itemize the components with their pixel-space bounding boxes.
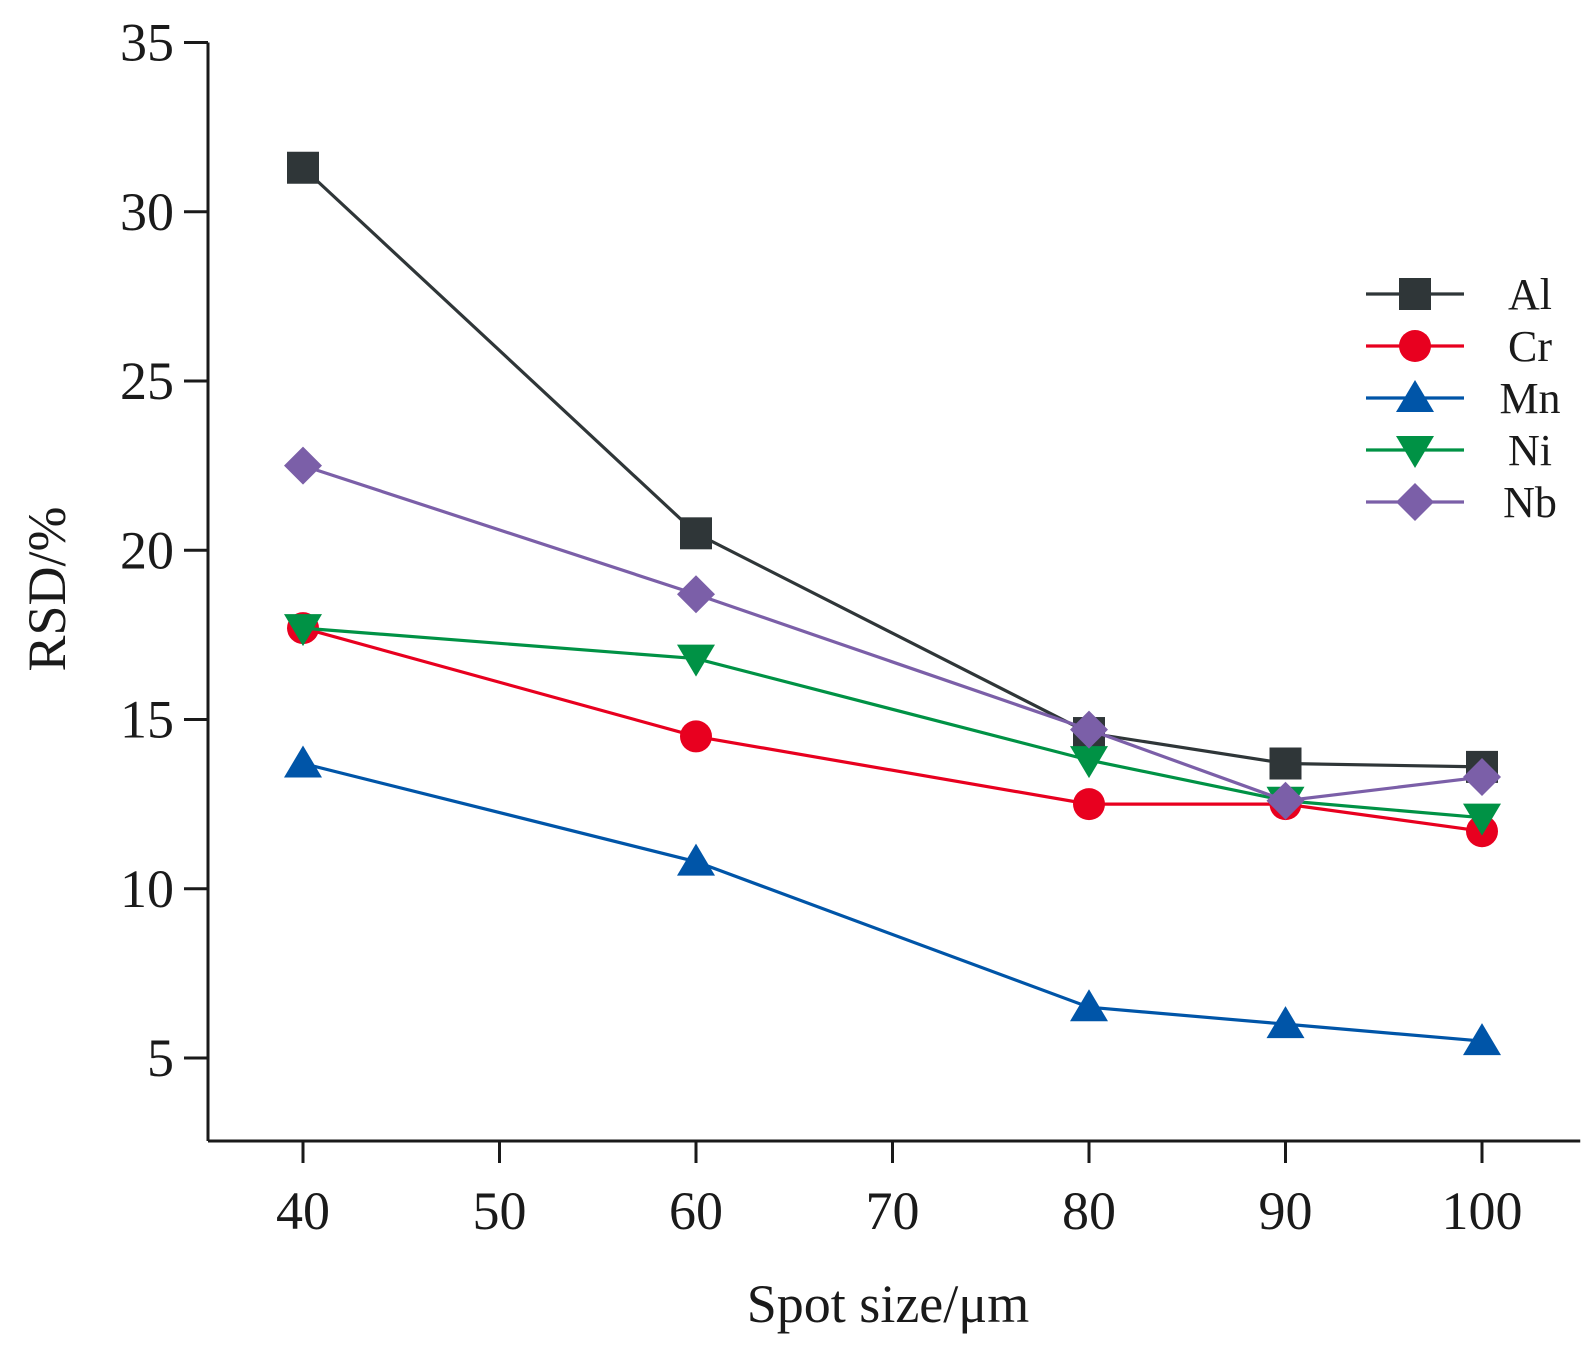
y-tick-label: 10	[120, 859, 174, 919]
legend-marker-nb	[1396, 483, 1434, 521]
y-tick-label: 5	[147, 1028, 174, 1088]
y-tick-label: 25	[120, 351, 174, 411]
series-line-mn	[302, 761, 1483, 1043]
x-axis-title: Spot size/μm	[747, 1274, 1029, 1334]
series-line-ni	[302, 626, 1483, 820]
series-layer	[284, 151, 1501, 1056]
x-tick-label: 60	[669, 1181, 723, 1241]
data-point-cr	[1073, 788, 1105, 821]
data-point-al	[287, 151, 319, 184]
data-point-mn	[677, 843, 715, 876]
data-point-mn	[1070, 989, 1108, 1022]
legend-marker-ni	[1396, 436, 1434, 468]
data-point-mn	[1266, 1006, 1305, 1039]
series-nb	[284, 446, 1501, 820]
data-point-ni	[677, 644, 715, 677]
x-tick-label: 80	[1062, 1181, 1116, 1241]
y-tick-label: 35	[120, 13, 174, 73]
legend-label-mn: Mn	[1499, 374, 1560, 423]
x-tick-label: 50	[473, 1181, 527, 1241]
legend-marker-cr	[1399, 330, 1431, 362]
x-tick-label: 40	[276, 1181, 330, 1241]
data-point-ni	[1463, 803, 1501, 836]
axes: 5 10 15 20 25 30 35 40 50 60 70 80 90 100	[120, 13, 1581, 1241]
series-cr	[287, 612, 1498, 848]
data-point-nb	[1070, 710, 1108, 749]
data-point-ni	[1070, 746, 1108, 779]
data-point-ni	[284, 614, 322, 647]
legend-label-cr: Cr	[1508, 322, 1552, 371]
data-point-cr	[680, 720, 712, 753]
legend-label-nb: Nb	[1503, 478, 1557, 527]
y-tick-label: 20	[120, 520, 174, 580]
data-point-nb	[1463, 758, 1501, 797]
y-tick-label: 30	[120, 182, 174, 242]
legend-item-nb: Nb	[1366, 478, 1557, 527]
series-line-cr	[302, 626, 1483, 833]
legend-item-mn: Mn	[1366, 374, 1561, 423]
series-al	[287, 151, 1498, 783]
data-point-nb	[1266, 781, 1305, 820]
x-tick-label: 100	[1442, 1181, 1523, 1241]
legend-marker-al	[1399, 278, 1431, 310]
data-point-al	[680, 517, 712, 550]
series-mn	[284, 745, 1501, 1056]
legend-item-ni: Ni	[1366, 426, 1552, 475]
legend-marker-mn	[1396, 380, 1434, 412]
y-tick-label: 15	[120, 690, 174, 750]
x-tick-label: 70	[866, 1181, 920, 1241]
x-tick-label: 90	[1259, 1181, 1313, 1241]
legend-item-al: Al	[1366, 270, 1552, 319]
data-point-mn	[1463, 1023, 1501, 1056]
data-point-mn	[284, 745, 322, 778]
legend-item-cr: Cr	[1366, 322, 1552, 371]
legend-label-al: Al	[1508, 270, 1552, 319]
legend-label-ni: Ni	[1508, 426, 1552, 475]
data-point-al	[1269, 747, 1302, 780]
series-ni	[284, 614, 1501, 836]
data-point-nb	[677, 575, 715, 614]
data-point-nb	[284, 446, 322, 485]
y-axis-title: RSD/%	[17, 506, 77, 671]
